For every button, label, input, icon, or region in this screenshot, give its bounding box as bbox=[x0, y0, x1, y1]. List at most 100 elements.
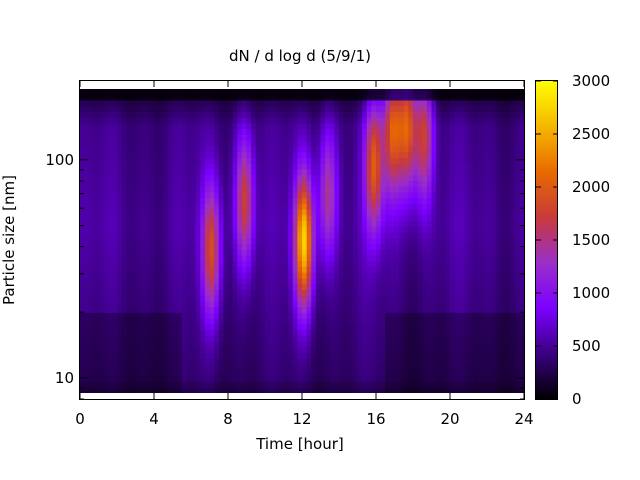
heatmap-cell bbox=[237, 284, 243, 291]
heatmap-cell bbox=[463, 381, 470, 389]
heatmap-cell bbox=[487, 364, 493, 371]
heatmap-cell bbox=[126, 169, 132, 176]
heatmap-cell bbox=[218, 353, 224, 360]
heatmap-cell bbox=[403, 335, 409, 343]
heatmap-cell bbox=[297, 330, 303, 337]
heatmap-cell bbox=[463, 157, 470, 165]
heatmap-cell bbox=[315, 255, 322, 262]
heatmap-cell bbox=[348, 370, 354, 377]
heatmap-cell bbox=[463, 175, 470, 182]
heatmap-cell bbox=[126, 198, 132, 205]
heatmap-cell bbox=[315, 266, 322, 274]
heatmap-cell bbox=[93, 226, 100, 234]
heatmap-cell bbox=[130, 301, 137, 308]
heatmap-cell bbox=[371, 284, 377, 291]
heatmap-cell bbox=[320, 255, 326, 262]
heatmap-cell bbox=[389, 307, 396, 314]
heatmap-cell bbox=[195, 255, 201, 262]
heatmap-cell bbox=[297, 123, 303, 130]
heatmap-cell bbox=[237, 238, 243, 245]
heatmap-cell bbox=[422, 312, 428, 320]
heatmap-cell bbox=[362, 163, 368, 170]
heatmap-cell bbox=[380, 106, 386, 113]
heatmap-cell bbox=[371, 278, 377, 285]
heatmap-cell bbox=[84, 152, 90, 159]
heatmap-cell bbox=[500, 186, 507, 193]
heatmap-cell bbox=[265, 376, 271, 383]
heatmap-cell bbox=[463, 221, 470, 228]
heatmap-cell bbox=[154, 387, 160, 394]
heatmap-cell bbox=[352, 215, 359, 222]
heatmap-cell bbox=[283, 330, 289, 337]
heatmap-cell bbox=[482, 186, 488, 193]
heatmap-cell bbox=[380, 324, 386, 331]
heatmap-cell bbox=[130, 266, 137, 274]
heatmap-cell bbox=[144, 175, 150, 182]
heatmap-cell bbox=[348, 134, 354, 142]
heatmap-cell bbox=[329, 244, 335, 251]
heatmap-cell bbox=[112, 347, 118, 354]
heatmap-cell bbox=[89, 100, 95, 107]
heatmap-cell bbox=[380, 100, 386, 107]
heatmap-cell bbox=[246, 134, 252, 142]
heatmap-cell bbox=[251, 307, 257, 314]
heatmap-cell bbox=[371, 94, 377, 102]
heatmap-cell bbox=[329, 318, 335, 325]
heatmap-cell bbox=[103, 278, 109, 285]
heatmap-cell bbox=[403, 347, 409, 354]
heatmap-cell bbox=[158, 94, 164, 102]
heatmap-cell bbox=[237, 335, 243, 343]
heatmap-cell bbox=[505, 100, 511, 107]
heatmap-cell bbox=[149, 146, 155, 153]
heatmap-cell bbox=[362, 312, 368, 320]
heatmap-cell bbox=[352, 244, 359, 251]
heatmap-cell bbox=[371, 289, 377, 297]
heatmap-cell bbox=[445, 324, 451, 331]
heatmap-cell bbox=[255, 192, 261, 199]
heatmap-cell bbox=[491, 284, 497, 291]
heatmap-cell bbox=[278, 295, 285, 303]
heatmap-cell bbox=[223, 376, 229, 383]
heatmap-cell bbox=[339, 192, 345, 199]
heatmap-cell bbox=[325, 376, 331, 383]
heatmap-cell bbox=[385, 295, 391, 303]
heatmap-cell bbox=[473, 295, 479, 303]
heatmap-cell bbox=[135, 226, 141, 234]
heatmap-cell bbox=[218, 261, 224, 268]
heatmap-cell bbox=[413, 89, 419, 96]
heatmap-cell bbox=[167, 335, 174, 343]
heatmap-cell bbox=[274, 335, 280, 343]
heatmap-cell bbox=[237, 152, 243, 159]
heatmap-cell bbox=[496, 301, 502, 308]
heatmap-cell bbox=[186, 146, 192, 153]
heatmap-cell bbox=[463, 289, 470, 297]
heatmap-cell bbox=[181, 376, 187, 383]
heatmap-cell bbox=[84, 186, 90, 193]
heatmap-cell bbox=[366, 140, 372, 148]
heatmap-cell bbox=[463, 347, 470, 354]
heatmap-cell bbox=[371, 221, 377, 228]
heatmap-cell bbox=[98, 226, 104, 234]
heatmap-cell bbox=[186, 238, 192, 245]
heatmap-cell bbox=[329, 226, 335, 234]
heatmap-cell bbox=[246, 111, 252, 119]
heatmap-cell bbox=[459, 175, 465, 182]
heatmap-cell bbox=[366, 330, 372, 337]
heatmap-cell bbox=[491, 278, 497, 285]
heatmap-cell bbox=[376, 335, 382, 343]
heatmap-cell bbox=[177, 278, 183, 285]
heatmap-cell bbox=[149, 186, 155, 193]
heatmap-cell bbox=[274, 106, 280, 113]
heatmap-cell bbox=[403, 157, 409, 165]
heatmap-cell bbox=[223, 89, 229, 96]
heatmap-cell bbox=[311, 312, 317, 320]
heatmap-cell bbox=[260, 301, 266, 308]
heatmap-cell bbox=[103, 209, 109, 216]
heatmap-cell bbox=[265, 175, 271, 182]
heatmap-cell bbox=[103, 180, 109, 188]
heatmap-cell bbox=[431, 94, 437, 102]
heatmap-cell bbox=[329, 284, 335, 291]
heatmap-cell bbox=[181, 335, 187, 343]
heatmap-cell bbox=[214, 307, 220, 314]
heatmap-cell bbox=[181, 381, 187, 389]
